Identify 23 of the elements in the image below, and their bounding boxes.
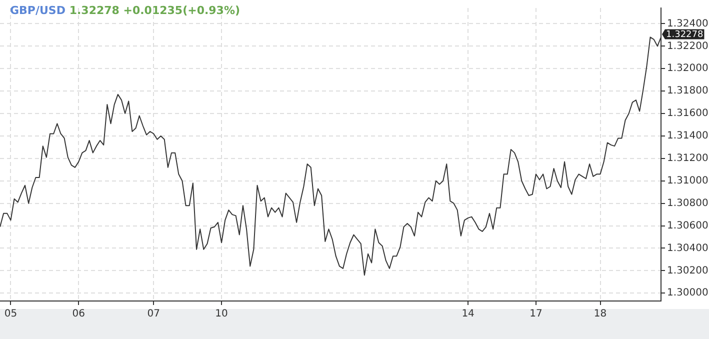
y-tick-label: 1.31400 xyxy=(667,130,708,142)
y-tick-label: 1.32400 xyxy=(667,18,708,30)
y-tick-label: 1.31200 xyxy=(667,153,708,164)
x-tick-label: 14 xyxy=(462,308,474,320)
y-tick-label: 1.30800 xyxy=(667,198,708,209)
x-tick-label: 17 xyxy=(530,308,542,320)
y-tick-label: 1.30000 xyxy=(667,288,708,299)
chart-subtitle: 1.32278 +0.01235(+0.93%) xyxy=(69,4,240,17)
y-tick-label: 1.30400 xyxy=(667,242,708,254)
text: 1.32278 xyxy=(666,30,704,40)
x-tick-label: 10 xyxy=(215,308,228,320)
y-tick-label: 1.31800 xyxy=(667,86,708,97)
y-tick-label: 1.32000 xyxy=(667,63,708,74)
x-tick-label: 06 xyxy=(72,308,85,320)
y-tick-label: 1.31600 xyxy=(667,108,708,120)
x-tick-label: 18 xyxy=(594,308,607,320)
y-tick-label: 1.32200 xyxy=(667,40,708,52)
chart-title: GBP/USD xyxy=(10,4,66,17)
y-tick-label: 1.31000 xyxy=(667,175,708,186)
x-tick-label: 07 xyxy=(147,308,160,320)
y-tick-label: 1.30200 xyxy=(667,265,708,276)
y-tick-label: 1.30600 xyxy=(667,220,708,232)
x-tick-label: 05 xyxy=(4,308,18,320)
